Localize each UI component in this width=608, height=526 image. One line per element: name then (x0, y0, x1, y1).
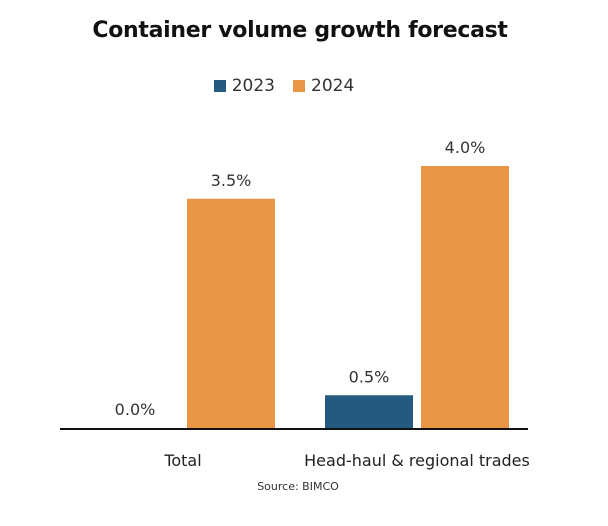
legend-item-2023: 2023 (213, 76, 275, 96)
category-label-0: Total (163, 451, 201, 470)
category-label-1: Head-haul & regional trades (304, 451, 530, 470)
legend-label-2024: 2024 (311, 76, 355, 96)
legend-swatch-2024 (293, 80, 305, 92)
bar-2024-1 (421, 166, 509, 428)
bar-2023-1 (325, 395, 413, 428)
chart-title: Container volume growth forecast (92, 18, 508, 43)
data-label-2023-1: 0.5% (349, 367, 390, 386)
data-label-2023-0: 0.0% (115, 400, 156, 419)
legend: 2023 2024 (0, 76, 568, 96)
legend-item-2024: 2024 (293, 76, 354, 96)
bar-2024-0 (187, 198, 275, 428)
source-note: Source: BIMCO (257, 480, 339, 493)
data-label-2024-1: 4.0% (445, 138, 486, 157)
data-label-2024-0: 3.5% (211, 171, 252, 190)
legend-label-2023: 2023 (231, 76, 275, 96)
legend-swatch-2023 (213, 80, 226, 92)
